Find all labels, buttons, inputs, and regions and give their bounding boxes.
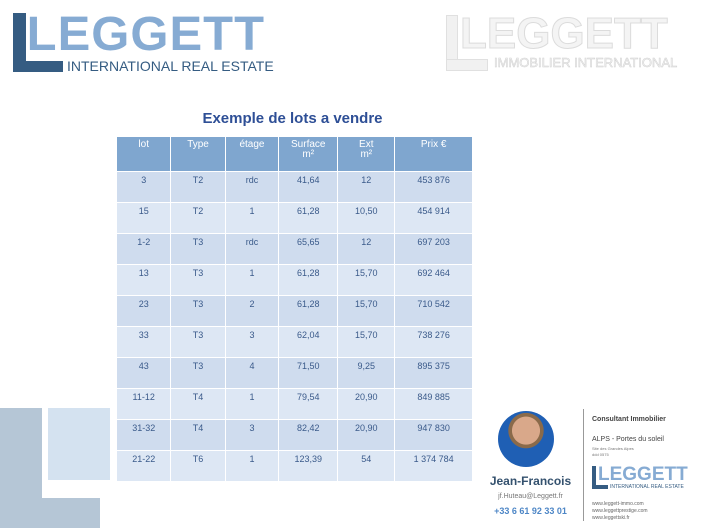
table-cell: 54 xyxy=(337,450,396,482)
table-cell: 2 xyxy=(224,295,280,327)
table-cell: T2 xyxy=(170,171,226,203)
table-row: 3 T2 rdc 41,64 12 453 876 xyxy=(115,171,473,203)
table-cell: 4 xyxy=(224,357,280,389)
table-cell: 947 830 xyxy=(394,419,473,451)
table-cell: 21-22 xyxy=(115,450,172,482)
table-row: 23 T3 2 61,28 15,70 710 542 xyxy=(115,295,473,327)
table-cell: 710 542 xyxy=(394,295,473,327)
table-row: 33 T3 3 62,04 15,70 738 276 xyxy=(115,326,473,358)
table-cell: 43 xyxy=(115,357,172,389)
table-cell: 13 xyxy=(115,264,172,296)
table-cell: 12 xyxy=(337,171,396,203)
table-cell: T4 xyxy=(170,419,226,451)
table-cell: 692 464 xyxy=(394,264,473,296)
table-cell: 1 374 784 xyxy=(394,450,473,482)
table-cell: 15,70 xyxy=(337,264,396,296)
header-unit: m² xyxy=(302,149,315,160)
table-cell: T4 xyxy=(170,388,226,420)
table-cell: 61,28 xyxy=(278,264,339,296)
table-cell: 20,90 xyxy=(337,388,396,420)
consultant-name: Jean-Francois xyxy=(489,474,572,488)
link[interactable]: www.leggettski.fr xyxy=(592,515,630,521)
table-cell: 31-32 xyxy=(115,419,172,451)
table-row: 15 T2 1 61,28 10,50 454 914 xyxy=(115,202,473,234)
link[interactable]: www.leggettprestige.com xyxy=(592,508,648,514)
table-cell: 23 xyxy=(115,295,172,327)
table-cell: 849 885 xyxy=(394,388,473,420)
header-label: lot xyxy=(138,139,149,150)
link[interactable]: www.leggett-immo.com xyxy=(592,501,644,507)
header-label: Surface xyxy=(291,139,326,150)
table-cell: 9,25 xyxy=(337,357,396,389)
table-cell: 1 xyxy=(224,388,280,420)
lots-table: lot Type étage Surface m² Ext m² Prix € 3 T2 rdc 4… xyxy=(115,136,473,482)
table-cell: T3 xyxy=(170,295,226,327)
divider xyxy=(583,409,584,521)
table-cell: 33 xyxy=(115,326,172,358)
header-label: Prix € xyxy=(420,139,447,150)
table-cell: 65,65 xyxy=(278,233,339,265)
header-label: étage xyxy=(239,139,265,150)
table-cell: T3 xyxy=(170,264,226,296)
table-cell: 1 xyxy=(224,450,280,482)
column-header: Ext m² xyxy=(337,136,396,172)
leggett-logo: LEGGETT INTERNATIONAL REAL ESTATE xyxy=(13,8,288,75)
table-cell: 3 xyxy=(224,326,280,358)
column-header: étage xyxy=(224,136,280,172)
consultant-phone[interactable]: +33 6 61 92 33 01 xyxy=(494,506,567,516)
column-header: lot xyxy=(115,136,172,172)
table-cell: 61,28 xyxy=(278,202,339,234)
table-cell: 15 xyxy=(115,202,172,234)
table-row: 1-2 T3 rdc 65,65 12 697 203 xyxy=(115,233,473,265)
table-cell: 71,50 xyxy=(278,357,339,389)
table-cell: 454 914 xyxy=(394,202,473,234)
table-cell: 11-12 xyxy=(115,388,172,420)
decorative-shape xyxy=(48,408,110,480)
table-cell: 15,70 xyxy=(337,295,396,327)
table-cell: T3 xyxy=(170,357,226,389)
table-cell: 895 375 xyxy=(394,357,473,389)
table-row: 43 T3 4 71,50 9,25 895 375 xyxy=(115,357,473,389)
table-cell: 738 276 xyxy=(394,326,473,358)
header-label: Ext xyxy=(359,139,374,150)
table-cell: T3 xyxy=(170,233,226,265)
table-row: 13 T3 1 61,28 15,70 692 464 xyxy=(115,264,473,296)
table-row: 11-12 T4 1 79,54 20,90 849 885 xyxy=(115,388,473,420)
consultant-photo xyxy=(498,411,554,467)
table-cell: 82,42 xyxy=(278,419,339,451)
page-title: Exemple de lots a vendre xyxy=(202,110,383,127)
table-row: 31-32 T4 3 82,42 20,90 947 830 xyxy=(115,419,473,451)
table-cell: 3 xyxy=(115,171,172,203)
table-cell: T3 xyxy=(170,326,226,358)
header-unit: m² xyxy=(360,149,373,160)
column-header: Type xyxy=(170,136,226,172)
table-cell: rdc xyxy=(224,233,280,265)
column-header: Surface m² xyxy=(278,136,339,172)
leggett-card-logo: LEGGETT INTERNATIONAL REAL ESTATE xyxy=(592,464,704,490)
table-cell: T2 xyxy=(170,202,226,234)
decorative-shape xyxy=(0,498,100,528)
table-cell: 62,04 xyxy=(278,326,339,358)
table-cell: 15,70 xyxy=(337,326,396,358)
table-row: 21-22 T6 1 123,39 54 1 374 784 xyxy=(115,450,473,482)
table-cell: 12 xyxy=(337,233,396,265)
table-cell: T6 xyxy=(170,450,226,482)
table-cell: 123,39 xyxy=(278,450,339,482)
column-header: Prix € xyxy=(394,136,473,172)
table-cell: 1 xyxy=(224,264,280,296)
leggett-watermark-logo: LEGGETT IMMOBILIER INTERNATIONAL xyxy=(446,9,696,75)
table-cell: 41,64 xyxy=(278,171,339,203)
header-label: Type xyxy=(187,139,209,150)
table-cell: 1 xyxy=(224,202,280,234)
table-cell: 79,54 xyxy=(278,388,339,420)
consultant-email[interactable]: jf.Huteau@Leggett.fr xyxy=(498,493,563,500)
table-cell: rdc xyxy=(224,171,280,203)
table-cell: 10,50 xyxy=(337,202,396,234)
table-cell: 453 876 xyxy=(394,171,473,203)
table-cell: 20,90 xyxy=(337,419,396,451)
table-cell: 61,28 xyxy=(278,295,339,327)
table-cell: 697 203 xyxy=(394,233,473,265)
table-cell: 3 xyxy=(224,419,280,451)
table-cell: 1-2 xyxy=(115,233,172,265)
